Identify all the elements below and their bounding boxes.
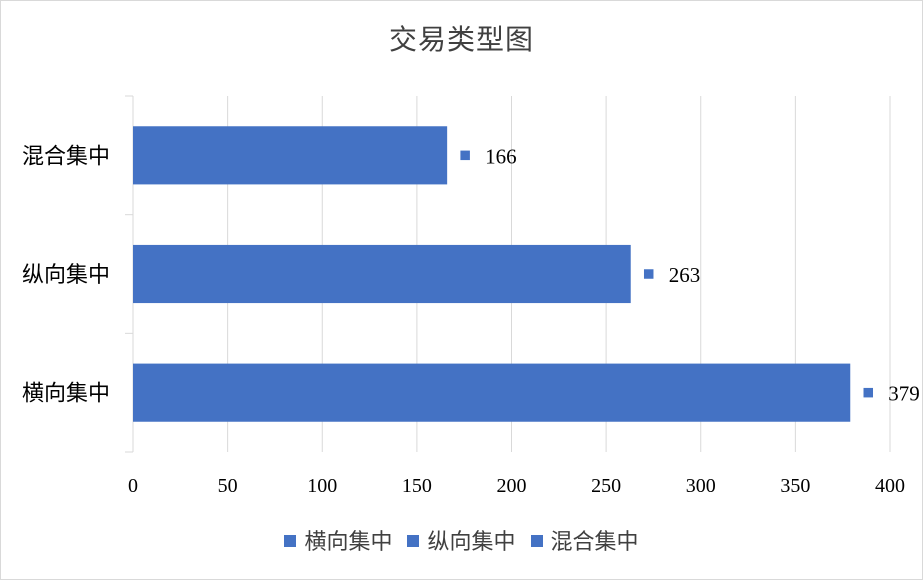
legend-label-1: 纵向集中: [427, 530, 516, 555]
category-label-2: 混合集中: [22, 144, 110, 169]
legend-swatch-0: [284, 535, 297, 547]
data-label-1: 263: [669, 263, 701, 287]
category-label-0: 横向集中: [22, 382, 110, 407]
x-tick-label-7: 350: [780, 475, 810, 497]
legend: 横向集中 纵向集中 混合集中: [0, 524, 923, 556]
category-label-1: 纵向集中: [22, 263, 110, 288]
legend-label-2: 混合集中: [550, 530, 639, 555]
x-tick-label-1: 50: [218, 475, 238, 497]
x-tick-label-4: 200: [497, 475, 527, 497]
legend-label-0: 横向集中: [304, 530, 393, 555]
legend-item-1: 纵向集中: [407, 524, 516, 556]
bar-0: [133, 363, 851, 422]
data-label-2: 166: [485, 144, 517, 168]
legend-swatch-2: [530, 535, 543, 547]
bar-1: [133, 244, 631, 304]
x-tick-label-6: 300: [686, 475, 716, 497]
legend-item-2: 混合集中: [530, 524, 639, 556]
x-tick-label-0: 0: [128, 475, 138, 497]
legend-item-0: 横向集中: [284, 524, 392, 556]
data-marker-2: [458, 149, 472, 162]
x-tick-label-3: 150: [402, 475, 432, 497]
data-marker-0: [862, 386, 875, 399]
x-tick-label-8: 400: [875, 475, 905, 497]
chart-title: 交易类型图: [388, 23, 534, 56]
data-label-0: 379: [888, 382, 920, 406]
data-marker-1: [642, 267, 655, 281]
x-tick-label-2: 100: [307, 475, 337, 497]
x-tick-label-5: 250: [591, 475, 621, 497]
bar-2: [133, 126, 448, 185]
legend-swatch-1: [407, 535, 420, 547]
